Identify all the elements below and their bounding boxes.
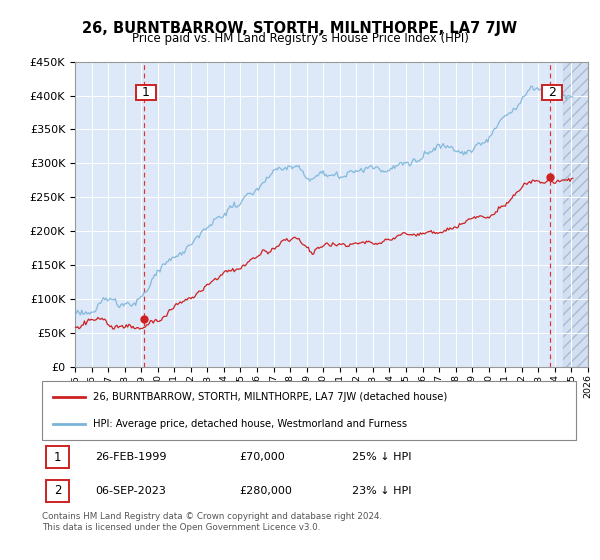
- Text: 26, BURNTBARROW, STORTH, MILNTHORPE, LA7 7JW: 26, BURNTBARROW, STORTH, MILNTHORPE, LA7…: [82, 21, 518, 36]
- Text: Contains HM Land Registry data © Crown copyright and database right 2024.
This d: Contains HM Land Registry data © Crown c…: [42, 512, 382, 532]
- Text: £70,000: £70,000: [239, 452, 286, 462]
- Text: Price paid vs. HM Land Registry's House Price Index (HPI): Price paid vs. HM Land Registry's House …: [131, 32, 469, 45]
- Text: 26-FEB-1999: 26-FEB-1999: [95, 452, 167, 462]
- FancyBboxPatch shape: [542, 85, 562, 100]
- Text: 1: 1: [54, 451, 61, 464]
- Text: £280,000: £280,000: [239, 486, 292, 496]
- Text: 1: 1: [142, 86, 150, 99]
- Text: HPI: Average price, detached house, Westmorland and Furness: HPI: Average price, detached house, West…: [93, 419, 407, 429]
- FancyBboxPatch shape: [136, 85, 156, 100]
- Text: 06-SEP-2023: 06-SEP-2023: [95, 486, 166, 496]
- FancyBboxPatch shape: [46, 446, 69, 468]
- Text: 2: 2: [54, 484, 61, 497]
- Text: 25% ↓ HPI: 25% ↓ HPI: [352, 452, 411, 462]
- Text: 2: 2: [548, 86, 556, 99]
- FancyBboxPatch shape: [46, 480, 69, 502]
- Text: 26, BURNTBARROW, STORTH, MILNTHORPE, LA7 7JW (detached house): 26, BURNTBARROW, STORTH, MILNTHORPE, LA7…: [93, 391, 447, 402]
- Text: 23% ↓ HPI: 23% ↓ HPI: [352, 486, 411, 496]
- Bar: [563, 62, 588, 367]
- FancyBboxPatch shape: [42, 381, 576, 440]
- Bar: [563, 62, 588, 367]
